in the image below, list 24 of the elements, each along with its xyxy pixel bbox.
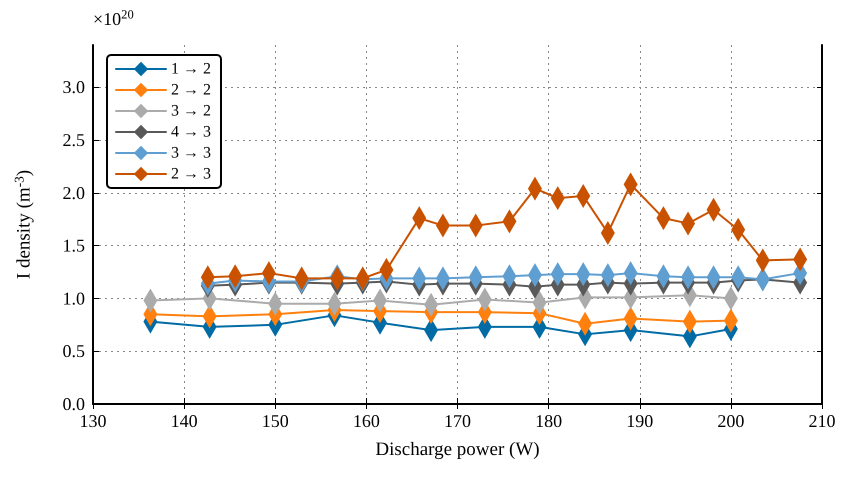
legend-label: 4 → 3 bbox=[171, 124, 211, 140]
y-tick-label: 0.0 bbox=[62, 394, 85, 414]
x-tick-label: 170 bbox=[444, 411, 471, 431]
x-tick-label: 130 bbox=[80, 411, 106, 431]
y-axis-title: I density (m-3) bbox=[12, 170, 34, 280]
y-tick-label: 0.5 bbox=[62, 341, 85, 362]
legend-label: 2 → 3 bbox=[171, 166, 211, 182]
x-tick-label: 210 bbox=[808, 411, 836, 431]
x-tick-label: 190 bbox=[626, 411, 654, 431]
y-tick-label: 1.5 bbox=[62, 236, 85, 256]
x-tick-label: 160 bbox=[352, 411, 380, 431]
legend-label: 3 → 2 bbox=[171, 102, 211, 120]
legend-label: 1 → 2 bbox=[171, 60, 211, 78]
x-tick-label: 140 bbox=[170, 411, 198, 431]
x-tick-label: 200 bbox=[717, 411, 744, 431]
y-tick-label: 2.5 bbox=[62, 130, 85, 150]
x-tick-label: 180 bbox=[535, 411, 562, 431]
legend-label: 2 → 2 bbox=[171, 82, 211, 98]
y-tick-label: 3.0 bbox=[62, 77, 85, 98]
legend-label: 3 → 3 bbox=[171, 144, 211, 162]
y-tick-label: 2.0 bbox=[62, 182, 85, 203]
x-axis-title: Discharge power (W) bbox=[375, 439, 540, 460]
x-tick-label: 150 bbox=[262, 411, 289, 431]
y-tick-label: 1.0 bbox=[62, 288, 85, 308]
